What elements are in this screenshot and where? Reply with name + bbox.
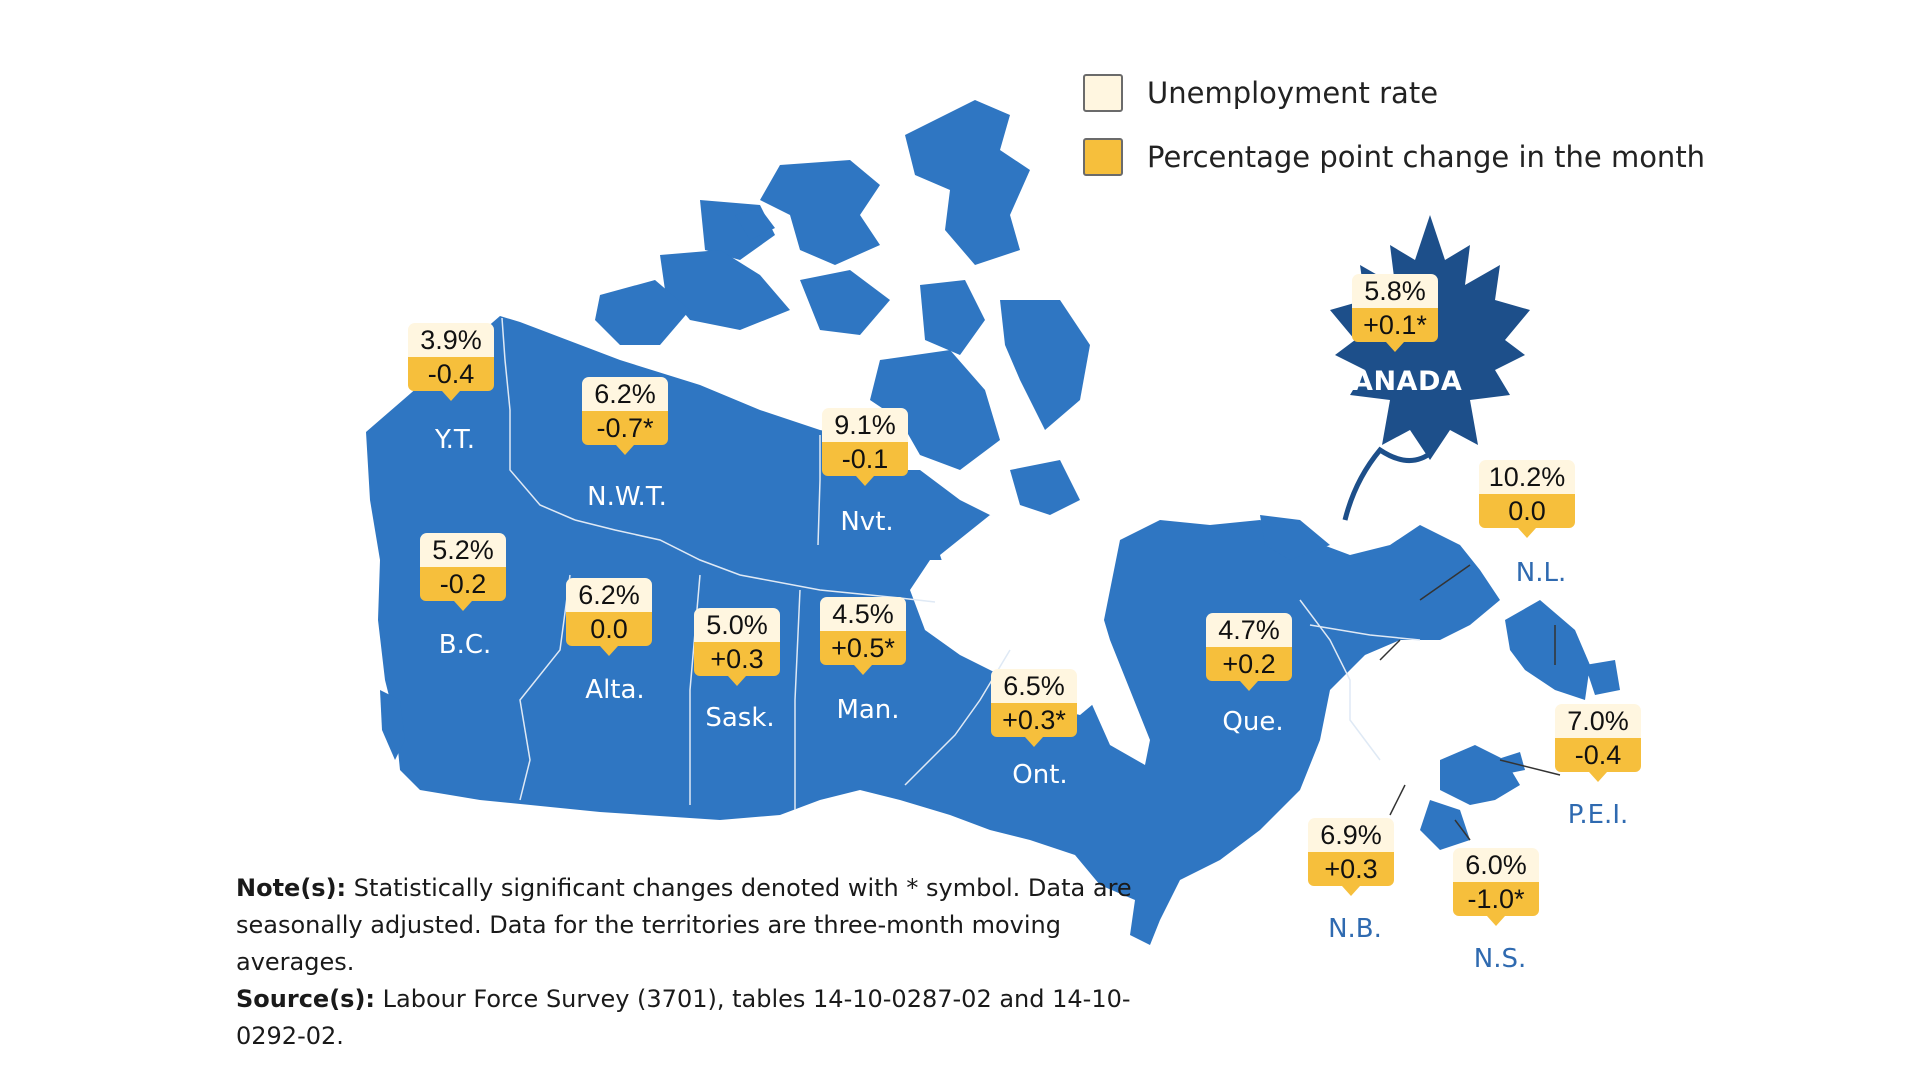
alta-change: 0.0 [566,612,652,646]
pei-rate: 7.0% [1555,704,1641,738]
legend-rate-swatch [1083,74,1123,112]
nwt-label: N.W.T. [587,482,667,512]
note-text: Statistically significant changes denote… [236,874,1132,976]
canada-rate: 5.8% [1352,274,1438,308]
nvt-label: Nvt. [840,507,894,537]
source-line: Source(s): Labour Force Survey (3701), t… [236,981,1156,1055]
man-callout: 4.5% +0.5* [820,597,906,675]
yt-label: Y.T. [435,425,475,455]
yt-rate: 3.9% [408,323,494,357]
nl-rate: 10.2% [1479,460,1575,494]
alta-rate: 6.2% [566,578,652,612]
legend-change-swatch [1083,138,1123,176]
legend-change-label: Percentage point change in the month [1147,140,1706,174]
alta-label: Alta. [585,675,645,705]
bc-label: B.C. [438,630,492,660]
ns-rate: 6.0% [1453,848,1539,882]
nb-callout: 6.9% +0.3 [1308,818,1394,896]
nl-label: N.L. [1515,558,1567,588]
legend-rate: Unemployment rate [1083,74,1438,112]
hudson-bay [940,515,1150,765]
pei-label: P.E.I. [1567,800,1629,830]
nb-rate: 6.9% [1308,818,1394,852]
nvt-change: -0.1 [822,442,908,476]
sask-change: +0.3 [694,642,780,676]
callout-pointer [616,445,634,455]
ont-label: Ont. [1012,760,1068,790]
nwt-change: -0.7* [582,411,668,445]
callout-pointer [1240,681,1258,691]
callout-pointer [856,476,874,486]
nb-label: N.B. [1328,914,1382,944]
yt-change: -0.4 [408,357,494,391]
man-change: +0.5* [820,631,906,665]
mainland [366,316,1500,945]
note-heading: Note(s): [236,874,347,902]
man-rate: 4.5% [820,597,906,631]
man-label: Man. [836,695,900,725]
nwt-callout: 6.2% -0.7* [582,377,668,455]
ont-rate: 6.5% [991,669,1077,703]
bc-rate: 5.2% [420,533,506,567]
legend-rate-label: Unemployment rate [1147,76,1439,110]
que-label: Que. [1222,707,1284,737]
nvt-callout: 9.1% -0.1 [822,408,908,486]
sask-rate: 5.0% [694,608,780,642]
ns-label: N.S. [1473,944,1527,974]
nl-change: 0.0 [1479,494,1575,528]
nl-callout: 10.2% 0.0 [1479,460,1575,538]
canada-label: CANADA [1331,366,1463,397]
que-callout: 4.7% +0.2 [1206,613,1292,691]
leader-lines [1379,564,1561,841]
yt-callout: 3.9% -0.4 [408,323,494,401]
nvt-rate: 9.1% [822,408,908,442]
legend-change: Percentage point change in the month [1083,138,1705,176]
callout-pointer [1025,737,1043,747]
nwt-rate: 6.2% [582,377,668,411]
ns-callout: 6.0% -1.0* [1453,848,1539,926]
sask-callout: 5.0% +0.3 [694,608,780,686]
callout-pointer [1342,886,1360,896]
bc-callout: 5.2% -0.2 [420,533,506,611]
ns-change: -1.0* [1453,882,1539,916]
pei-change: -0.4 [1555,738,1641,772]
callout-pointer [454,601,472,611]
callout-pointer [1386,342,1404,352]
source-text: Labour Force Survey (3701), tables 14-10… [236,985,1131,1050]
ont-callout: 6.5% +0.3* [991,669,1077,747]
callout-pointer [1487,916,1505,926]
callout-pointer [1589,772,1607,782]
nb-change: +0.3 [1308,852,1394,886]
sask-label: Sask. [705,703,775,733]
canada-callout: 5.8% +0.1* [1352,274,1438,352]
notes-block: Note(s): Statistically significant chang… [236,870,1156,1055]
pei-callout: 7.0% -0.4 [1555,704,1641,782]
alta-callout: 6.2% 0.0 [566,578,652,656]
note-line: Note(s): Statistically significant chang… [236,870,1156,981]
callout-pointer [728,676,746,686]
canada-change: +0.1* [1352,308,1438,342]
arctic-islands [595,100,1090,515]
ont-change: +0.3* [991,703,1077,737]
source-heading: Source(s): [236,985,376,1013]
callout-pointer [600,646,618,656]
bc-change: -0.2 [420,567,506,601]
callout-pointer [442,391,460,401]
callout-pointer [1518,528,1536,538]
callout-pointer [854,665,872,675]
atlantic-islands [1420,600,1620,850]
que-change: +0.2 [1206,647,1292,681]
provincial-borders [501,317,1421,810]
que-rate: 4.7% [1206,613,1292,647]
